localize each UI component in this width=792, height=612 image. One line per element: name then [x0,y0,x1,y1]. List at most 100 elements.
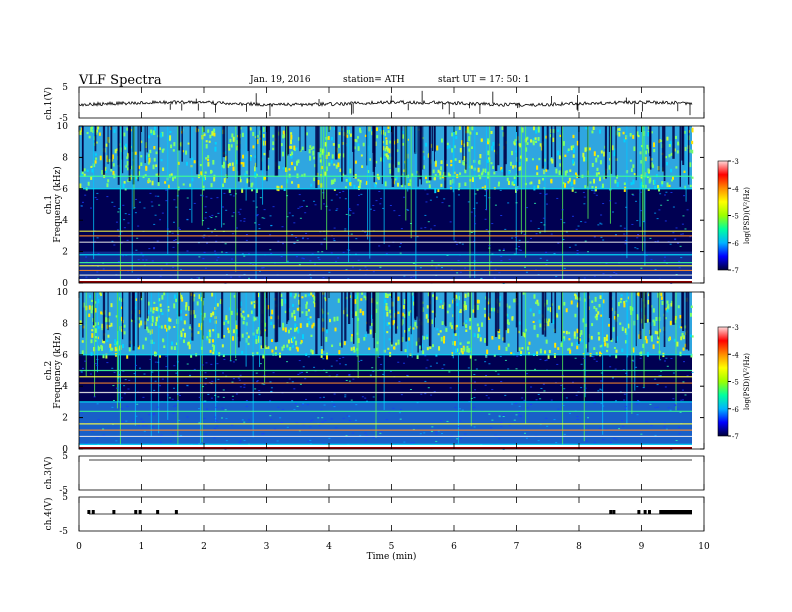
y-tick-label: 2 [62,414,68,424]
spec-speckle [189,183,192,187]
spec-speckle [372,437,375,439]
spec-speckle [595,172,598,177]
spec-speckle [690,353,693,358]
spec-speckle [663,422,666,424]
spec-speckle [404,329,407,333]
spec-speckle [323,404,326,406]
spec-speckle [487,175,490,179]
spec-speckle [335,261,338,263]
spec-sferic [348,126,350,263]
spec-speckle [87,181,90,186]
spec-speckle [188,344,191,350]
spec-speckle [647,131,650,137]
spec-speckle [255,206,258,208]
spec-speckle [636,314,639,318]
spec-speckle [175,372,178,374]
spec-speckle [666,182,669,188]
spec-speckle [624,409,627,411]
spec-speckle [364,134,367,138]
spec-speckle [158,147,161,150]
spec-speckle [173,239,176,241]
spec-speckle [124,213,127,215]
spec-speckle [441,202,444,204]
spec-speckle [155,316,158,322]
spec-speckle [331,344,334,348]
spec-speckle [502,414,505,416]
spec-speckle [576,250,579,252]
spec-streak [144,292,146,330]
spec-speckle [320,243,323,245]
spec-speckle [231,381,234,383]
spec-speckle [258,228,261,230]
spec-speckle [358,194,361,196]
spec-speckle [691,335,694,338]
spec-speckle [311,350,314,355]
spec-speckle [293,315,296,320]
colorbar-label: log(PSD)(V²/Hz) [743,353,751,410]
spec-speckle [185,302,188,307]
spec-streak [268,292,270,317]
spec-speckle [594,296,597,302]
spec-speckle [437,430,440,432]
colorbar-tick-label: -7 [732,267,739,275]
spec-speckle [135,364,138,366]
spec-speckle [636,414,639,416]
spec-speckle [608,355,611,357]
spec-speckle [366,269,369,271]
spec-speckle [179,309,182,314]
spec-speckle [467,367,470,369]
spec-speckle [647,188,650,191]
spec-streak [320,292,323,347]
spec-speckle [501,126,504,130]
spec-speckle [513,175,516,180]
spec-speckle [570,145,573,151]
spec-speckle [350,399,353,401]
spec-speckle [597,311,600,315]
y-tick-label: -5 [59,486,68,496]
spec-streak [417,292,419,353]
spec-speckle [245,234,248,236]
spec-speckle [556,314,559,318]
spec-speckle [305,301,308,305]
spec-speckle [532,126,535,131]
spec-speckle [653,321,656,326]
spec-speckle [342,356,345,358]
spec-streak [372,126,375,172]
spec-speckle [179,229,182,231]
spec-speckle [535,399,538,401]
spec-speckle [112,399,115,401]
spec-speckle [636,131,639,137]
spec-speckle [282,322,285,328]
spec-speckle [274,352,277,356]
spec-speckle [297,328,300,334]
spec-speckle [656,218,659,220]
spec-speckle [550,178,553,184]
spec-speckle [179,334,182,340]
spec-speckle [546,259,549,261]
spec-speckle [164,324,167,329]
spec-speckle [120,408,123,410]
spec-speckle [531,158,534,161]
spec-speckle [538,319,541,323]
spec-sferic [407,126,409,192]
spec-speckle [232,195,235,197]
spec-speckle [205,157,208,160]
spec-speckle [633,173,636,176]
spec-streak [128,126,131,182]
spec-speckle [222,164,225,169]
spec-speckle [236,312,239,316]
spec-streak [663,292,666,348]
spec-speckle [485,356,488,358]
spec-speckle [691,371,694,373]
spec-speckle [322,358,325,360]
spec-speckle [187,341,190,345]
spec-speckle [569,169,572,173]
spec-speckle [356,204,359,206]
spec-speckle [256,139,259,145]
spec-streak [662,126,665,172]
spec-speckle [397,311,400,315]
spec-speckle [675,227,678,229]
spec-speckle [605,428,608,430]
spec-speckle [357,259,360,261]
spec-speckle [206,336,209,340]
